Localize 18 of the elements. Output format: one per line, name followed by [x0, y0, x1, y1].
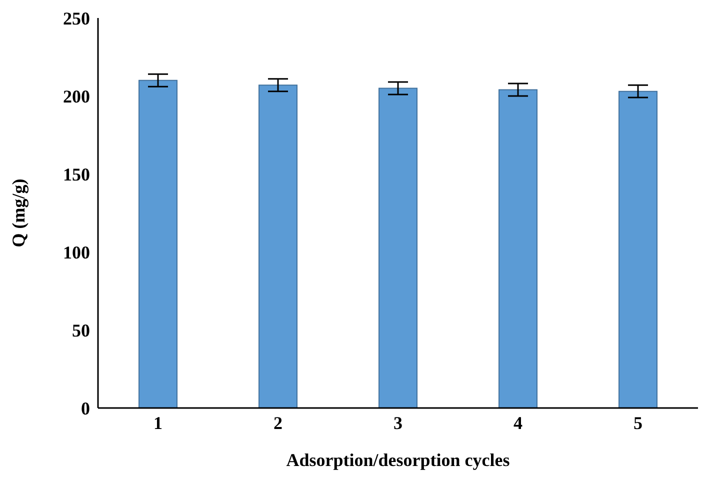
y-axis-title: Q (mg/g) — [8, 178, 28, 248]
x-axis-title: Adsorption/desorption cycles — [286, 450, 510, 470]
y-tick-label: 100 — [63, 242, 90, 262]
y-tick-label: 150 — [63, 164, 90, 184]
x-tick-label: 5 — [634, 412, 642, 433]
bar — [258, 84, 298, 408]
bar — [138, 80, 178, 408]
x-tick-label: 1 — [154, 412, 162, 433]
bar — [498, 89, 538, 408]
x-tick-label: 4 — [514, 412, 522, 433]
y-tick-label: 50 — [72, 320, 90, 340]
y-tick-label: 200 — [63, 86, 90, 106]
x-tick-label: 2 — [274, 412, 282, 433]
y-tick-label: 0 — [81, 398, 90, 418]
x-tick-label: 3 — [394, 412, 402, 433]
y-tick-label: 250 — [63, 8, 90, 28]
bar — [378, 88, 418, 408]
bar — [618, 90, 658, 408]
